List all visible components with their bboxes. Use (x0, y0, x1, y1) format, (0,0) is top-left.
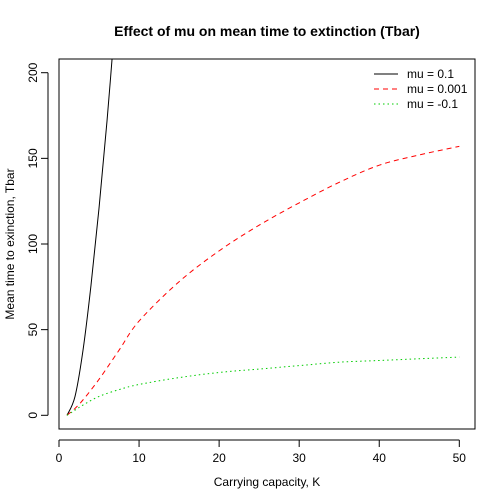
x-tick-label: 10 (132, 451, 146, 465)
x-axis-label: Carrying capacity, K (214, 475, 320, 489)
series-line-1 (66, 145, 460, 416)
y-axis: 0 50 100 150 200 (26, 62, 49, 419)
x-tick-label: 30 (293, 451, 307, 465)
y-tick-label: 100 (26, 234, 40, 254)
y-tick-label: 0 (26, 412, 40, 419)
legend-label-1: mu = 0.001 (407, 82, 468, 96)
legend-label-0: mu = 0.1 (407, 67, 454, 81)
x-tick-label: 20 (212, 451, 226, 465)
series-line-0 (66, 59, 113, 416)
x-axis: 0 10 20 30 40 50 (56, 439, 467, 465)
series-layer (66, 59, 460, 416)
legend-label-2: mu = -0.1 (407, 97, 458, 111)
x-tick-label: 50 (453, 451, 467, 465)
y-tick-label: 200 (26, 62, 40, 82)
y-tick-label: 150 (26, 148, 40, 168)
plot-area (58, 58, 476, 430)
chart-title: Effect of mu on mean time to extinction … (114, 23, 420, 39)
y-tick-label: 50 (26, 323, 40, 337)
x-tick-label: 40 (373, 451, 387, 465)
y-axis-label: Mean time to exinction, Tbar (3, 168, 17, 319)
series-line-2 (66, 356, 460, 416)
x-tick-label: 0 (56, 451, 63, 465)
